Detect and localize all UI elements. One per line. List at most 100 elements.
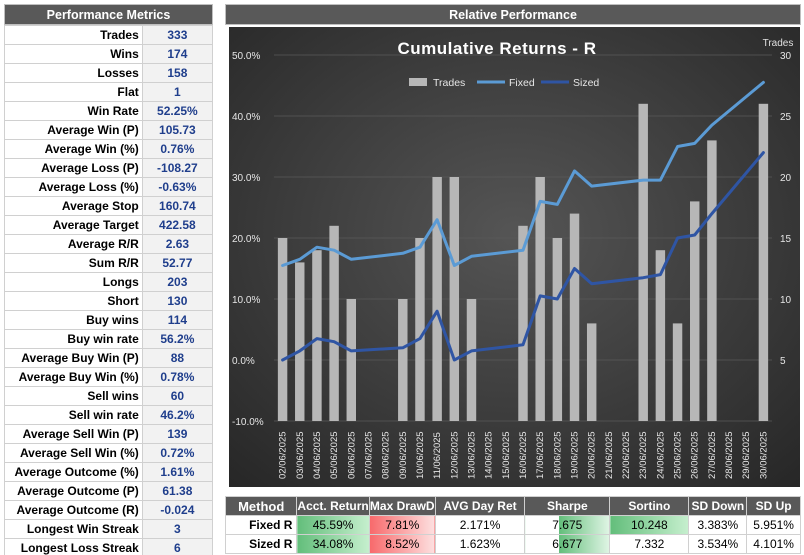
x-axis-tick-label: 25/06/2025 bbox=[673, 431, 684, 479]
stats-value: 2.171% bbox=[434, 515, 526, 535]
stats-value: 5.951% bbox=[746, 515, 801, 535]
metric-label: Losses bbox=[4, 63, 143, 83]
metric-row: Flat 1 bbox=[4, 82, 214, 102]
metric-row: Buy win rate 56.2% bbox=[4, 329, 214, 349]
right-axis-tick-label: 15 bbox=[780, 234, 792, 245]
metric-row: Average Sell Win (%) 0.72% bbox=[4, 443, 214, 463]
x-axis-tick-label: 20/06/2025 bbox=[587, 431, 598, 479]
trades-bar bbox=[655, 250, 666, 421]
trades-bar bbox=[690, 201, 700, 421]
right-axis-tick-label: 10 bbox=[780, 295, 792, 306]
trades-bar bbox=[638, 103, 648, 422]
stats-value: 3.383% bbox=[688, 515, 748, 535]
left-axis-tick-label: -10.0% bbox=[232, 417, 264, 428]
metric-label: Average Buy Win (P) bbox=[4, 348, 143, 368]
metric-row: Average Win (P) 105.73 bbox=[4, 120, 214, 140]
trades-bar bbox=[552, 238, 563, 421]
metric-label: Average Outcome (P) bbox=[4, 481, 143, 501]
metric-row: Average Outcome (%) 1.61% bbox=[4, 462, 214, 482]
metric-row: Average Sell Win (P) 139 bbox=[4, 424, 214, 444]
metric-label: Average Win (P) bbox=[4, 120, 143, 140]
x-axis-tick-label: 06/06/2025 bbox=[346, 431, 357, 479]
stats-value: 7.81% bbox=[368, 515, 436, 535]
x-axis-tick-label: 17/06/2025 bbox=[535, 431, 546, 479]
chart-title: Cumulative Returns - R bbox=[398, 39, 597, 58]
x-axis-tick-label: 18/06/2025 bbox=[552, 431, 563, 479]
x-axis-tick-label: 02/06/2025 bbox=[278, 431, 289, 479]
metric-row: Average Target 422.58 bbox=[4, 215, 214, 235]
legend-label: Sized bbox=[573, 77, 599, 89]
x-axis-tick-label: 11/06/2025 bbox=[432, 432, 443, 479]
trades-bar bbox=[277, 238, 288, 421]
metric-value: 333 bbox=[141, 25, 214, 45]
x-axis-tick-label: 07/06/2025 bbox=[363, 431, 374, 479]
metric-value: 52.25% bbox=[141, 101, 214, 121]
stats-value: 6.677 bbox=[524, 534, 611, 554]
x-axis-tick-label: 15/06/2025 bbox=[501, 431, 512, 479]
metric-row: Losses 158 bbox=[4, 63, 214, 83]
trades-bar bbox=[449, 177, 460, 421]
x-axis-tick-label: 16/06/2025 bbox=[518, 431, 529, 479]
stats-value: 7.332 bbox=[609, 534, 690, 554]
left-axis-tick-label: 50.0% bbox=[232, 51, 260, 62]
stats-value: 4.101% bbox=[746, 534, 801, 554]
left-axis-tick-label: 0.0% bbox=[232, 356, 255, 367]
x-axis-tick-label: 04/06/2025 bbox=[312, 431, 323, 479]
metric-row: Average Buy Win (P) 88 bbox=[4, 348, 214, 368]
metric-row: Short 130 bbox=[4, 291, 214, 311]
x-axis-tick-label: 08/06/2025 bbox=[381, 431, 392, 479]
stats-row: Sized R 34.08% 8.52% 1.623% 6.677 7.332 3.534%… bbox=[224, 534, 801, 554]
metric-value: 0.76% bbox=[141, 139, 214, 159]
metric-label: Average R/R bbox=[4, 234, 143, 254]
metric-label: Average Sell Win (%) bbox=[4, 443, 143, 463]
metric-row: Trades 333 bbox=[4, 25, 214, 45]
metric-row: Average Buy Win (%) 0.78% bbox=[4, 367, 214, 387]
metric-label: Buy wins bbox=[4, 310, 143, 330]
x-axis-tick-label: 29/06/2025 bbox=[741, 431, 752, 479]
stats-value: 8.52% bbox=[368, 534, 436, 554]
relative-performance-title: Relative Performance bbox=[225, 4, 801, 25]
legend-label: Trades bbox=[433, 77, 465, 89]
trades-bar bbox=[466, 299, 477, 421]
x-axis-tick-label: 23/06/2025 bbox=[638, 431, 649, 479]
metric-label: Average Loss (P) bbox=[4, 158, 143, 178]
trades-bar bbox=[672, 323, 683, 421]
x-axis-tick-label: 09/06/2025 bbox=[398, 431, 409, 479]
left-axis-tick-label: 20.0% bbox=[232, 234, 260, 245]
x-axis-tick-label: 05/06/2025 bbox=[329, 431, 340, 479]
stats-header: Sortino bbox=[609, 496, 690, 516]
metric-value: 56.2% bbox=[141, 329, 214, 349]
x-axis-tick-label: 12/06/2025 bbox=[449, 431, 460, 479]
metric-value: 6 bbox=[141, 538, 214, 555]
trades-bar bbox=[346, 299, 356, 421]
metric-value: 114 bbox=[141, 310, 214, 330]
trades-bar bbox=[758, 103, 769, 422]
stats-header: Max DrawD bbox=[368, 496, 436, 516]
right-axis-tick-label: 25 bbox=[780, 112, 792, 123]
x-axis-tick-label: 10/06/2025 bbox=[415, 431, 426, 479]
metric-label: Longest Loss Streak bbox=[4, 538, 143, 555]
stats-value: 10.248 bbox=[609, 515, 690, 535]
metric-label: Win Rate bbox=[4, 101, 143, 121]
x-axis-tick-label: 14/06/2025 bbox=[484, 431, 495, 479]
performance-metrics-title: Performance Metrics bbox=[4, 4, 213, 25]
metric-row: Win Rate 52.25% bbox=[4, 101, 214, 121]
legend-label: Fixed bbox=[509, 77, 535, 89]
trades-bar bbox=[398, 299, 408, 421]
trades-bar bbox=[586, 323, 597, 421]
metric-value: 46.2% bbox=[141, 405, 214, 425]
trades-bar bbox=[569, 213, 580, 421]
metric-value: -108.27 bbox=[141, 158, 214, 178]
metric-label: Average Buy Win (%) bbox=[4, 367, 143, 387]
metric-value: 139 bbox=[141, 424, 214, 444]
metric-value: 1 bbox=[141, 82, 214, 102]
metric-row: Average R/R 2.63 bbox=[4, 234, 214, 254]
method-stats-panel: Method Acct. Return Max DrawD AVG Day Ret Sh… bbox=[224, 496, 801, 554]
stats-header: SD Down bbox=[688, 496, 748, 516]
right-axis-tick-label: 30 bbox=[780, 51, 792, 62]
metric-label: Sell wins bbox=[4, 386, 143, 406]
x-axis-tick-label: 24/06/2025 bbox=[655, 431, 666, 479]
x-axis-tick-label: 13/06/2025 bbox=[466, 431, 477, 479]
metric-row: Average Loss (P) -108.27 bbox=[4, 158, 214, 178]
stats-header: Method bbox=[224, 496, 298, 516]
